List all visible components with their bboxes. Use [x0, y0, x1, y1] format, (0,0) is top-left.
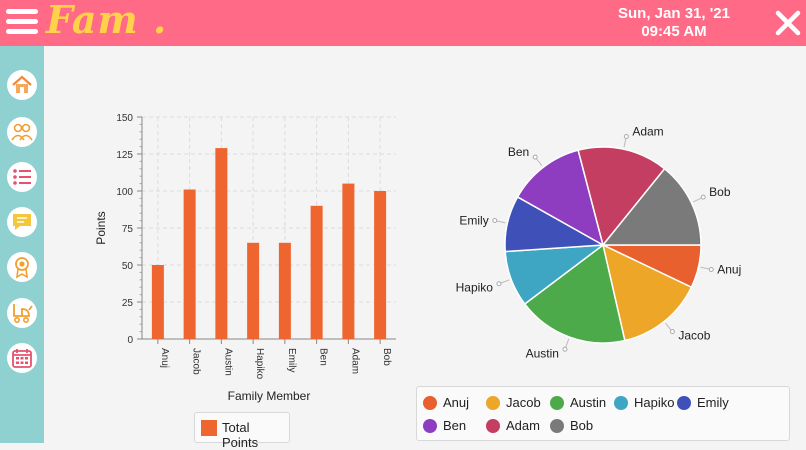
- award-icon[interactable]: [7, 252, 37, 282]
- close-icon[interactable]: [773, 8, 803, 38]
- legend-label: Adam: [506, 418, 540, 433]
- legend-label: Bob: [570, 418, 594, 433]
- pie-chart-legend: Anuj Jacob Austin Hapiko Emily Ben Adam Bob: [416, 386, 790, 441]
- legend-dot: [486, 396, 500, 410]
- legend-dot: [550, 396, 564, 410]
- menu-icon[interactable]: [6, 7, 38, 37]
- legend-label: Austin: [570, 395, 607, 410]
- time-text: 09:45 AM: [641, 23, 707, 40]
- legend-dot: [423, 419, 437, 433]
- legend-dot: [614, 396, 628, 410]
- legend-label: Jacob: [506, 395, 541, 410]
- legend-dot: [486, 419, 500, 433]
- legend-dot: [550, 419, 564, 433]
- chat-icon[interactable]: [7, 207, 37, 237]
- legend-dot: [677, 396, 691, 410]
- legend-label: Total Points: [222, 420, 259, 450]
- sidebar: [0, 46, 44, 443]
- home-icon[interactable]: [7, 70, 37, 100]
- bar-chart-legend: Total Points: [194, 412, 290, 450]
- list-icon[interactable]: [7, 162, 37, 192]
- date-time: Sun, Jan 31, '21 09:45 AM: [600, 5, 748, 41]
- legend-swatch: [201, 420, 217, 436]
- legend-label: Emily: [697, 395, 729, 410]
- app-logo: Fam .: [46, 0, 168, 42]
- date-text: Sun, Jan 31, '21: [618, 5, 730, 22]
- family-icon[interactable]: [7, 117, 37, 147]
- stroller-icon[interactable]: [7, 298, 37, 328]
- main-content: [44, 46, 806, 443]
- legend-label: Hapiko: [634, 395, 675, 410]
- legend-label: Anuj: [443, 395, 470, 410]
- legend-label: Ben: [443, 418, 467, 433]
- calendar-icon[interactable]: [7, 343, 37, 373]
- app-header: Fam . Sun, Jan 31, '21 09:45 AM: [0, 0, 806, 46]
- legend-dot: [423, 396, 437, 410]
